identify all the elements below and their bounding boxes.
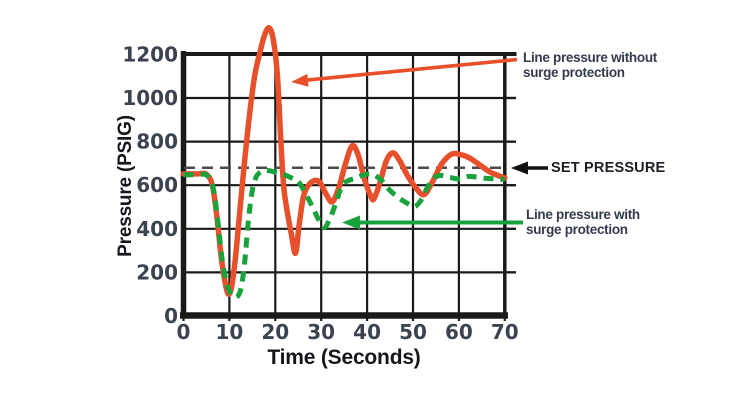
- x-tick-label: 70: [491, 320, 519, 344]
- label-without-surge-protection: Line pressure without surge protection: [523, 50, 657, 80]
- y-tick-label: 400: [136, 217, 178, 241]
- x-tick-label: 30: [307, 320, 335, 344]
- orange-annotation-arrow-shaft: [305, 57, 518, 82]
- y-tick-label: 1000: [122, 86, 178, 110]
- orange-annotation-arrowhead-icon: [291, 73, 309, 87]
- label-without-line1: Line pressure without: [523, 50, 657, 65]
- x-tick-label: 20: [261, 320, 289, 344]
- x-tick-label: 50: [399, 320, 427, 344]
- x-tick-label: 10: [215, 320, 243, 344]
- green-annotation-arrowhead-icon: [342, 215, 360, 230]
- y-tick-label: 1200: [122, 42, 178, 66]
- series-with-surge-line: [183, 167, 505, 300]
- y-tick-label: 800: [136, 130, 178, 154]
- x-tick-label: 0: [177, 320, 191, 344]
- label-with-line1: Line pressure with: [526, 207, 640, 222]
- set-pressure-arrowhead-icon: [511, 161, 528, 175]
- x-tick-label: 40: [353, 320, 381, 344]
- x-tick-label: 60: [445, 320, 473, 344]
- y-tick-label: 0: [164, 304, 178, 328]
- x-axis-title: Time (Seconds): [267, 346, 421, 369]
- y-tick-label: 200: [136, 260, 178, 284]
- series-without-surge-line: [180, 25, 508, 297]
- label-with-line2: surge protection: [526, 222, 628, 237]
- y-axis-title: Pressure (PSIG): [115, 115, 136, 257]
- y-tick-label: 600: [136, 173, 178, 197]
- label-without-line2: surge protection: [523, 65, 625, 80]
- set-pressure-label: SET PRESSURE: [551, 160, 666, 176]
- label-with-surge-protection: Line pressure with surge protection: [526, 207, 640, 237]
